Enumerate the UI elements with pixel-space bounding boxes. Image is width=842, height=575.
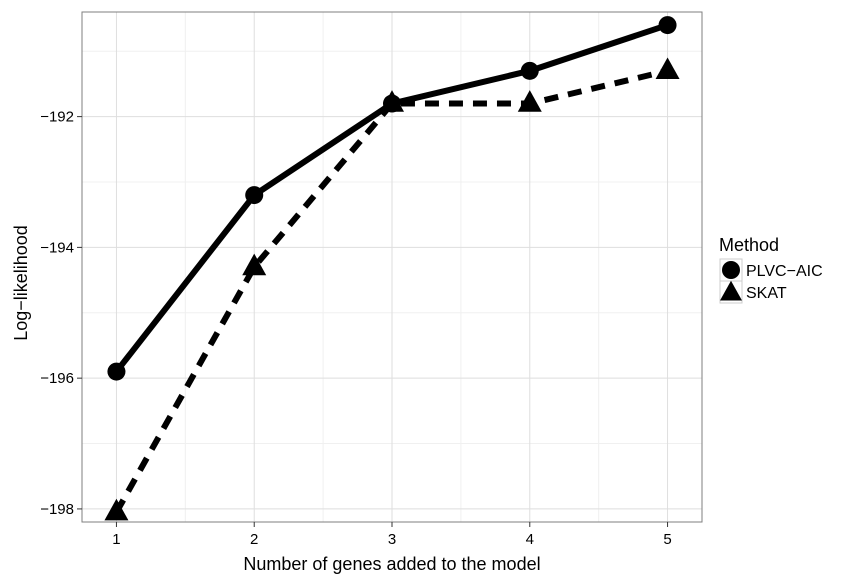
grid-major-lines [82, 12, 702, 522]
y-tick-label: −192 [40, 109, 74, 126]
legend-title: Method [719, 235, 779, 255]
axis-ticks [77, 116, 669, 527]
legend-label: PLVC−AIC [746, 263, 823, 280]
legend-symbol-triangle [720, 280, 742, 301]
data-point-triangle [380, 90, 404, 112]
data-point-triangle [242, 253, 267, 276]
x-tick-label: 1 [112, 531, 120, 548]
series-layer [104, 16, 680, 521]
legend-item: PLVC−AIC [719, 258, 823, 282]
data-point-circle [520, 61, 539, 80]
x-tick-label: 2 [250, 531, 258, 548]
legend-symbol-circle [722, 261, 740, 279]
legend-label: SKAT [746, 285, 787, 302]
x-tick-label: 3 [388, 531, 396, 548]
data-point-triangle [655, 57, 680, 80]
data-point-circle [245, 186, 264, 205]
data-point-triangle [517, 90, 542, 112]
legend-items: PLVC−AIC SKAT [719, 258, 823, 304]
y-tick-label: −198 [40, 501, 74, 518]
legend: Method PLVC−AIC SKAT [719, 235, 823, 304]
data-point-circle [107, 362, 126, 381]
x-axis-title: Number of genes added to the model [243, 554, 540, 574]
x-tick-labels: 1 2 3 4 5 [112, 531, 671, 548]
x-tick-label: 4 [526, 531, 534, 548]
y-tick-labels: −198 −196 −194 −192 [40, 109, 74, 518]
series-skat [113, 67, 669, 514]
series-line [113, 67, 669, 514]
y-tick-label: −194 [40, 239, 74, 256]
data-point-circle [658, 16, 677, 35]
data-point-triangle [104, 498, 129, 521]
y-tick-label: −196 [40, 370, 74, 387]
x-tick-label: 5 [663, 531, 671, 548]
markers-skat [104, 57, 680, 521]
legend-item: SKAT [719, 280, 787, 304]
y-axis-title: Log−likelihood [11, 225, 31, 341]
